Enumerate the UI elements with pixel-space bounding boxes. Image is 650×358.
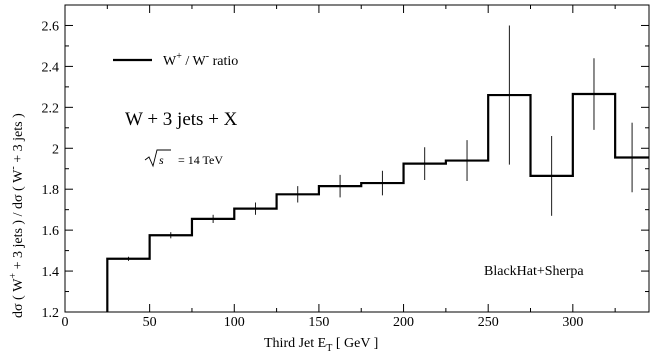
ratio-series: [106, 25, 649, 312]
x-tick-label: 0: [62, 315, 69, 330]
energy-value: = 14 TeV: [178, 153, 223, 167]
x-tick-label: 100: [224, 315, 245, 330]
credit-annotation: BlackHat+Sherpa: [484, 264, 584, 279]
x-tick-label: 200: [393, 315, 414, 330]
y-tick-label: 1.2: [42, 306, 60, 321]
ratio-step-line: [106, 92, 649, 312]
y-tick-label: 2.4: [42, 60, 60, 75]
x-axis-ticks: 0 50 100 150 200 250 300: [62, 5, 616, 330]
x-tick-label: 300: [562, 315, 583, 330]
y-tick-label: 1.6: [42, 224, 60, 239]
energy-annotation: s = 14 TeV: [144, 149, 223, 168]
x-tick-label: 150: [308, 315, 329, 330]
sqrt-symbol: [144, 149, 171, 168]
legend: W+ / W- ratio: [113, 51, 238, 69]
legend-entry-text: W+ / W- ratio: [163, 51, 238, 69]
y-tick-label: 2: [52, 142, 59, 157]
x-axis-title: Third Jet ET [ GeV ]: [264, 336, 378, 354]
x-tick-label: 50: [143, 315, 157, 330]
y-tick-label: 1.8: [42, 183, 60, 198]
energy-sqrt-arg: s: [159, 153, 164, 167]
y-tick-label: 2.2: [42, 101, 60, 116]
y-axis-title: dσ ( W+ + 3 jets ) / dσ ( W- + 3 jets ): [8, 113, 26, 318]
x-tick-label: 250: [478, 315, 499, 330]
y-axis-ticks: 1.2 1.4 1.6 1.8 2 2.2 2.4 2.6: [42, 19, 649, 321]
y-tick-label: 2.6: [42, 19, 60, 34]
y-tick-label: 1.4: [42, 265, 60, 280]
process-annotation: W + 3 jets + X: [125, 109, 238, 130]
